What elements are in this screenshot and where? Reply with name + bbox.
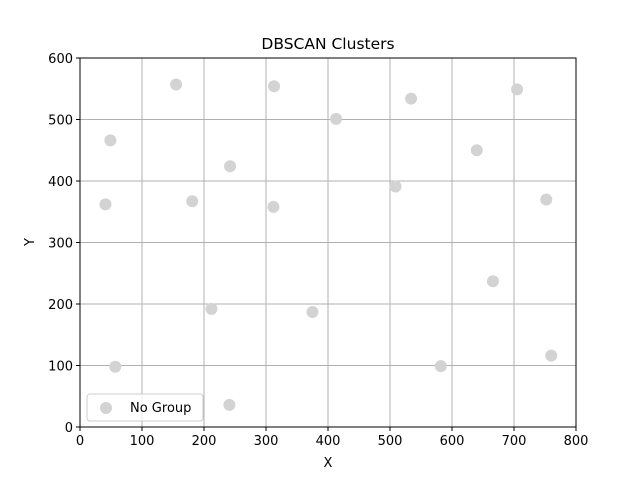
y-tick-label: 600	[48, 52, 73, 67]
legend-marker	[100, 402, 112, 414]
x-tick-label: 100	[130, 434, 155, 449]
data-point	[109, 360, 122, 373]
data-point	[223, 398, 236, 411]
y-tick-label: 400	[48, 175, 73, 190]
x-tick-label: 400	[316, 434, 341, 449]
legend-label: No Group	[130, 401, 191, 416]
chart-title: DBSCAN Clusters	[261, 35, 394, 53]
x-tick-label: 0	[76, 434, 84, 449]
data-point	[268, 80, 281, 93]
y-tick-label: 0	[65, 421, 73, 436]
data-point	[434, 360, 447, 373]
data-point	[306, 305, 319, 318]
x-axis-label: X	[324, 456, 333, 471]
data-point	[170, 78, 183, 91]
data-point	[511, 83, 524, 96]
y-axis-label: Y	[23, 238, 38, 247]
data-point	[104, 134, 117, 147]
x-tick-label: 800	[564, 434, 589, 449]
data-point	[486, 275, 499, 288]
data-point	[389, 180, 402, 193]
legend-box	[86, 393, 204, 422]
x-tick-label: 600	[440, 434, 465, 449]
data-point	[224, 160, 237, 173]
data-point	[99, 198, 112, 211]
x-axis-ticks: 0 100 200 300 400 500 600 700 800	[76, 427, 589, 449]
y-tick-label: 200	[48, 298, 73, 313]
x-tick-label: 200	[192, 434, 217, 449]
x-tick-label: 500	[378, 434, 403, 449]
x-tick-label: 700	[502, 434, 527, 449]
y-tick-label: 300	[48, 237, 73, 252]
data-point	[267, 200, 280, 213]
y-tick-label: 100	[48, 360, 73, 375]
data-point	[186, 195, 199, 208]
data-point	[405, 92, 418, 105]
x-tick-label: 300	[254, 434, 279, 449]
data-point	[330, 112, 343, 125]
y-tick-label: 500	[48, 114, 73, 129]
legend: No Group	[86, 393, 204, 422]
data-point	[545, 349, 558, 362]
data-points	[99, 78, 558, 411]
y-axis-ticks: 0 100 200 300 400 500 600	[48, 52, 80, 436]
data-point	[540, 193, 553, 206]
data-point	[470, 144, 483, 157]
data-point	[205, 302, 218, 315]
